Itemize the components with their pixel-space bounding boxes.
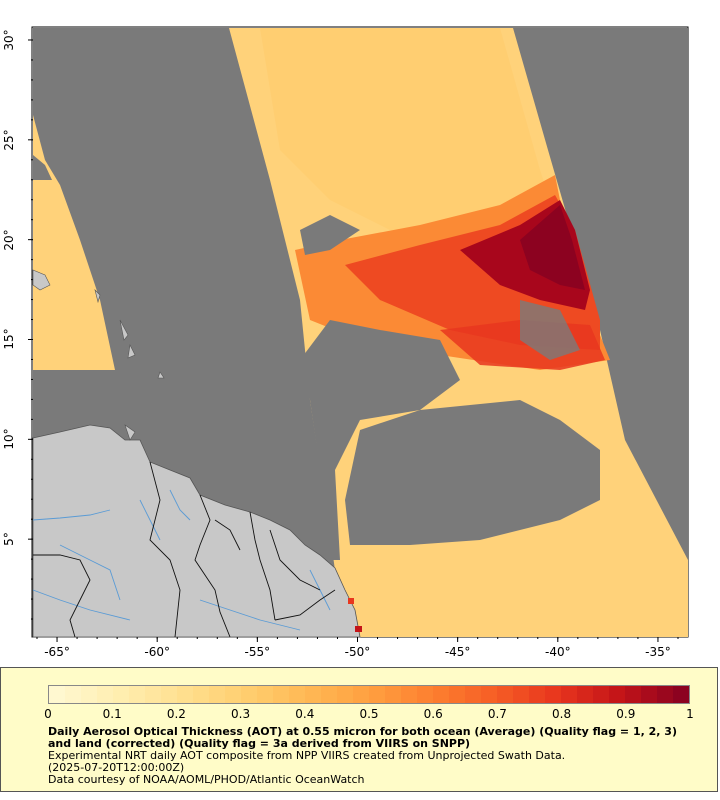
colorbar-cell (81, 686, 97, 703)
swath-west-nodata (33, 155, 52, 180)
colorbar-cell (433, 686, 449, 703)
country-borders (33, 461, 336, 638)
colorbar-cell (209, 686, 225, 703)
colorbar-cell (593, 686, 609, 703)
y-tick-label: 20° (2, 229, 16, 251)
y-tick-label: 30° (2, 29, 16, 51)
colorbar-cell (497, 686, 513, 703)
legend-credit-line: Data courtesy of NOAA/AOML/PHOD/Atlantic… (48, 773, 365, 786)
legend-date-line: (2025-07-20T12:00:00Z) (48, 761, 185, 774)
x-tick-label: -50° (344, 645, 371, 659)
x-tick-label: -60° (144, 645, 170, 659)
rivers (32, 489, 331, 631)
colorbar-tick-label: 0.5 (359, 707, 379, 721)
colorbar-cell (337, 686, 353, 703)
colorbar-cell (321, 686, 337, 703)
colorbar-cell (113, 686, 129, 703)
x-tick-label: -40° (544, 645, 571, 659)
legend-title: Daily Aerosol Optical Thickness (AOT) at… (48, 725, 677, 750)
colorbar-cell (545, 686, 561, 703)
colorbar-tick-label: 0.6 (423, 707, 443, 721)
colorbar (48, 685, 690, 704)
colorbar-cell (609, 686, 625, 703)
colorbar-tick-label: 0.7 (487, 707, 507, 721)
aot-map (28, 26, 689, 642)
colorbar-cell (305, 686, 321, 703)
colorbar-cell (673, 686, 689, 703)
y-tick-marks (28, 39, 33, 620)
x-tick-marks (36, 637, 679, 642)
colorbar-cell (177, 686, 193, 703)
colorbar-cell (529, 686, 545, 703)
colorbar-cell (129, 686, 145, 703)
x-tick-label: -35° (645, 645, 671, 659)
colorbar-cell (401, 686, 417, 703)
colorbar-cell (577, 686, 593, 703)
colorbar-tick-label: 0.9 (616, 707, 636, 721)
colorbar-tick-label: 0 (44, 707, 52, 721)
colorbar-cell (145, 686, 161, 703)
x-tick-label: -45° (444, 645, 471, 659)
no-data-gap-west (300, 320, 460, 560)
y-tick-label: 25° (2, 129, 16, 151)
coastal-aot-patch-2 (355, 626, 362, 632)
colorbar-tick-label: 0.3 (231, 707, 251, 721)
land-islands (32, 269, 165, 441)
y-tick-label: 15° (2, 328, 16, 351)
colorbar-tick-label: 0.2 (166, 707, 186, 721)
colorbar-cell (353, 686, 369, 703)
colorbar-cell (257, 686, 273, 703)
colorbar-tick-label: 0.4 (295, 707, 315, 721)
no-data-gap-center (345, 400, 600, 545)
colorbar-cell (449, 686, 465, 703)
x-tick-label: -65° (44, 645, 70, 659)
colorbar-cell (225, 686, 241, 703)
y-tick-label: 5° (2, 532, 16, 546)
colorbar-tick-label: 0.1 (102, 707, 122, 721)
colorbar-cell (657, 686, 673, 703)
colorbar-cell (625, 686, 641, 703)
colorbar-cell (273, 686, 289, 703)
swath-west (33, 115, 115, 370)
map-frame: -65° -60° -55° -50° -45° -40° -35° 5° 10° 15° 20°… (2, 26, 689, 659)
coastal-aot-patch (348, 598, 354, 604)
colorbar-cell (561, 686, 577, 703)
colorbar-tick-label: 1 (686, 707, 694, 721)
dust-plume-core-dark (520, 205, 585, 290)
colorbar-cell (369, 686, 385, 703)
x-tick-label: -55° (244, 645, 271, 659)
y-tick-label: 10° (2, 428, 16, 450)
colorbar-cell (161, 686, 177, 703)
colorbar-cell (641, 686, 657, 703)
colorbar-cell (481, 686, 497, 703)
colorbar-cell (417, 686, 433, 703)
colorbar-cell (513, 686, 529, 703)
colorbar-cell (49, 686, 65, 703)
colorbar-cell (289, 686, 305, 703)
legend-panel: 0 0.1 0.2 0.3 0.4 0.5 0.6 0.7 0.8 0.9 1 Daily Aero… (0, 667, 718, 792)
no-data-gap-ne (520, 300, 580, 360)
colorbar-tick-label: 0.8 (552, 707, 572, 721)
colorbar-cell (193, 686, 209, 703)
colorbar-cell (65, 686, 81, 703)
legend-source-line: Experimental NRT daily AOT composite fro… (48, 749, 566, 762)
no-data-gap-north (300, 215, 360, 255)
colorbar-cell (385, 686, 401, 703)
colorbar-cell (465, 686, 481, 703)
colorbar-cell (241, 686, 257, 703)
map-plot-area (32, 28, 688, 638)
colorbar-cell (97, 686, 113, 703)
